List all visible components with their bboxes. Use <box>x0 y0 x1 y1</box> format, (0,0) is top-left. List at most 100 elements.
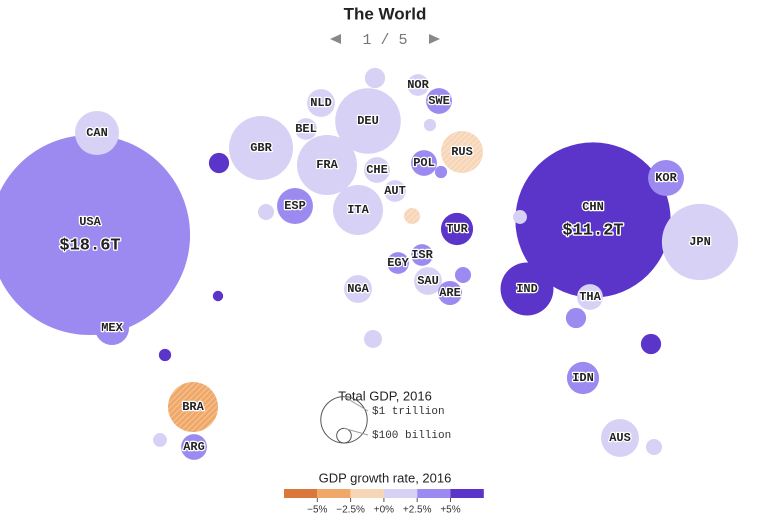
country-bubble <box>364 157 390 183</box>
country-bubble <box>640 333 662 355</box>
size-legend-circle <box>320 396 368 444</box>
legend-tick-label: +5% <box>440 505 460 516</box>
country-bubble <box>257 203 275 221</box>
country-label: POL <box>413 156 435 170</box>
legend-swatch <box>383 489 418 498</box>
country-bubble <box>648 160 684 196</box>
legend-swatch <box>350 489 384 498</box>
country-bubble <box>364 67 386 89</box>
chart-title: The World <box>344 4 427 23</box>
country-label: BRA <box>182 400 204 414</box>
country-bubble <box>384 180 406 202</box>
country-label: ISR <box>411 248 433 262</box>
country-label: ESP <box>284 199 306 213</box>
country-bubble <box>407 74 429 96</box>
country-label: CHE <box>366 163 388 177</box>
size-legend-circle <box>336 427 352 444</box>
country-bubble <box>229 116 293 180</box>
country-label: ARG <box>183 440 205 454</box>
country-label: GBR <box>250 141 272 155</box>
country-bubble <box>94 310 130 346</box>
country-label: NLD <box>310 96 332 110</box>
country-label: MEX <box>101 321 123 335</box>
country-label: THA <box>579 290 601 304</box>
size-legend-label: $100 billion <box>372 430 451 442</box>
size-legend-leader <box>343 396 369 412</box>
country-bubble <box>601 419 639 457</box>
country-bubble <box>434 165 448 179</box>
country-label: AUT <box>384 184 406 198</box>
legend-tick-label: +2.5% <box>403 505 432 516</box>
legend-swatch <box>284 489 318 498</box>
country-bubble <box>437 280 463 306</box>
legend-swatch <box>317 489 351 498</box>
country-bubble <box>181 434 207 460</box>
size-legend-leader <box>343 427 369 436</box>
hatch-overlay <box>403 207 421 225</box>
country-bubble <box>387 252 409 274</box>
country-bubble <box>603 276 621 294</box>
country-label: CAN <box>86 126 108 140</box>
color-legend-title: GDP growth rate, 2016 <box>319 470 452 485</box>
next-button[interactable] <box>429 34 440 44</box>
country-bubble <box>158 348 172 362</box>
country-label: NOR <box>407 78 429 92</box>
country-label: CHN <box>582 200 604 214</box>
country-bubble <box>333 185 383 235</box>
country-bubble <box>661 203 739 281</box>
legend-swatch <box>417 489 451 498</box>
legend-tick-label: +0% <box>374 505 394 516</box>
country-bubble <box>426 88 452 114</box>
country-bubble <box>566 361 600 395</box>
country-label: RUS <box>451 145 473 159</box>
country-bubble <box>440 212 474 246</box>
country-bubble <box>454 266 472 284</box>
country-bubble <box>212 290 224 302</box>
country-bubble <box>577 284 603 310</box>
country-label: BEL <box>295 122 317 136</box>
country-label: IDN <box>572 371 594 385</box>
country-label: KOR <box>655 171 677 185</box>
country-bubble <box>565 307 587 329</box>
hatch-overlay <box>168 382 218 432</box>
country-label: SWE <box>428 94 450 108</box>
country-label: ARE <box>439 286 461 300</box>
country-label: JPN <box>689 235 711 249</box>
country-bubble <box>344 275 372 303</box>
country-bubble <box>414 267 442 295</box>
country-bubble <box>500 262 554 316</box>
page-indicator: 1 / 5 <box>362 32 407 49</box>
country-label: AUS <box>609 431 631 445</box>
country-bubble <box>335 88 401 154</box>
country-label: ITA <box>347 203 369 217</box>
country-bubble <box>208 152 230 174</box>
country-label: IND <box>516 282 538 296</box>
size-legend-label: $1 trillion <box>372 406 445 418</box>
country-bubble <box>423 118 437 132</box>
country-bubble <box>307 89 335 117</box>
country-bubble <box>411 150 437 176</box>
country-bubble <box>411 244 433 266</box>
hatch-overlay <box>440 130 484 174</box>
country-label: EGY <box>387 256 409 270</box>
value-label: $11.2T <box>562 221 623 240</box>
country-label: FRA <box>316 158 338 172</box>
country-label: DEU <box>357 114 379 128</box>
country-bubble <box>295 118 317 140</box>
country-bubble <box>153 433 167 447</box>
legend-tick-label: −2.5% <box>336 505 365 516</box>
country-bubble <box>645 438 663 456</box>
country-label: SAU <box>417 274 439 288</box>
country-bubble <box>513 210 527 224</box>
size-legend-title: Total GDP, 2016 <box>338 388 432 403</box>
country-bubble <box>74 110 120 156</box>
country-bubble <box>554 271 572 289</box>
country-label: TUR <box>446 222 468 236</box>
country-label: USA <box>79 215 101 229</box>
legend-tick-label: −5% <box>307 505 327 516</box>
country-bubble <box>515 142 671 298</box>
prev-button[interactable] <box>330 34 341 44</box>
country-bubble <box>297 135 357 195</box>
country-bubble <box>364 330 382 348</box>
country-bubble <box>0 134 191 336</box>
